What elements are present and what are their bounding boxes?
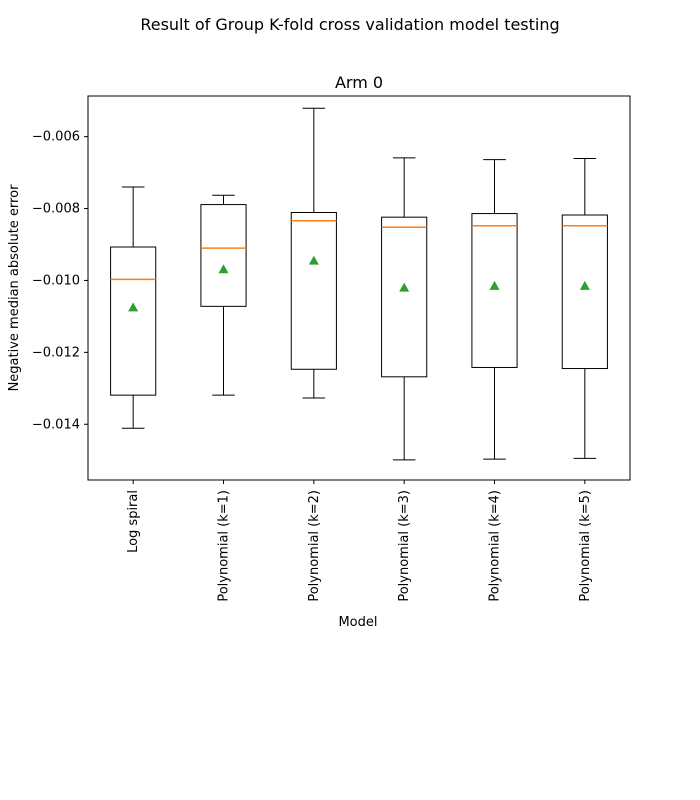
axes-title: Arm 0 [335, 73, 383, 92]
box-plot-item [381, 157, 428, 461]
y-axis-label: Negative median absolute error [7, 184, 22, 391]
box-plot-item [471, 159, 518, 460]
box-plot-item [561, 158, 608, 459]
box-iqr [381, 216, 428, 378]
plot-frame [87, 95, 631, 481]
y-tick-label: −0.008 [32, 202, 80, 217]
mean-marker [308, 255, 319, 265]
x-tick-label: Polynomial (k=3) [397, 490, 412, 602]
box-iqr [471, 213, 518, 368]
x-axis-ticks: Log spiral Polynomial (k=1) Polynomial (k=… [126, 480, 593, 602]
box-iqr [110, 246, 157, 396]
y-axis-ticks: −0.014 −0.012 −0.010 −0.008 −0.006 [32, 130, 88, 432]
box-plot-series [110, 107, 608, 461]
box-iqr [290, 211, 337, 370]
y-tick-label: −0.010 [32, 273, 80, 288]
figure-suptitle: Result of Group K-fold cross validation … [140, 15, 559, 34]
y-tick-label: −0.014 [32, 417, 80, 432]
mean-marker [489, 280, 500, 290]
mean-marker [399, 282, 410, 292]
x-tick-label: Polynomial (k=1) [217, 490, 232, 602]
x-tick-label: Polynomial (k=4) [488, 490, 503, 602]
y-tick-label: −0.006 [32, 130, 80, 145]
x-tick-label: Polynomial (k=5) [578, 490, 593, 602]
box-iqr [200, 204, 247, 307]
mean-marker [579, 280, 590, 290]
box-plot-item [110, 186, 157, 429]
x-tick-label: Polynomial (k=2) [307, 490, 322, 602]
x-axis-label: Model [338, 615, 377, 630]
mean-marker [218, 264, 229, 274]
x-tick-label: Log spiral [126, 490, 141, 553]
box-plot-item [200, 194, 247, 396]
y-tick-label: −0.012 [32, 345, 80, 360]
box-iqr [561, 214, 608, 370]
mean-marker [128, 302, 139, 312]
box-plot-item [290, 107, 337, 399]
